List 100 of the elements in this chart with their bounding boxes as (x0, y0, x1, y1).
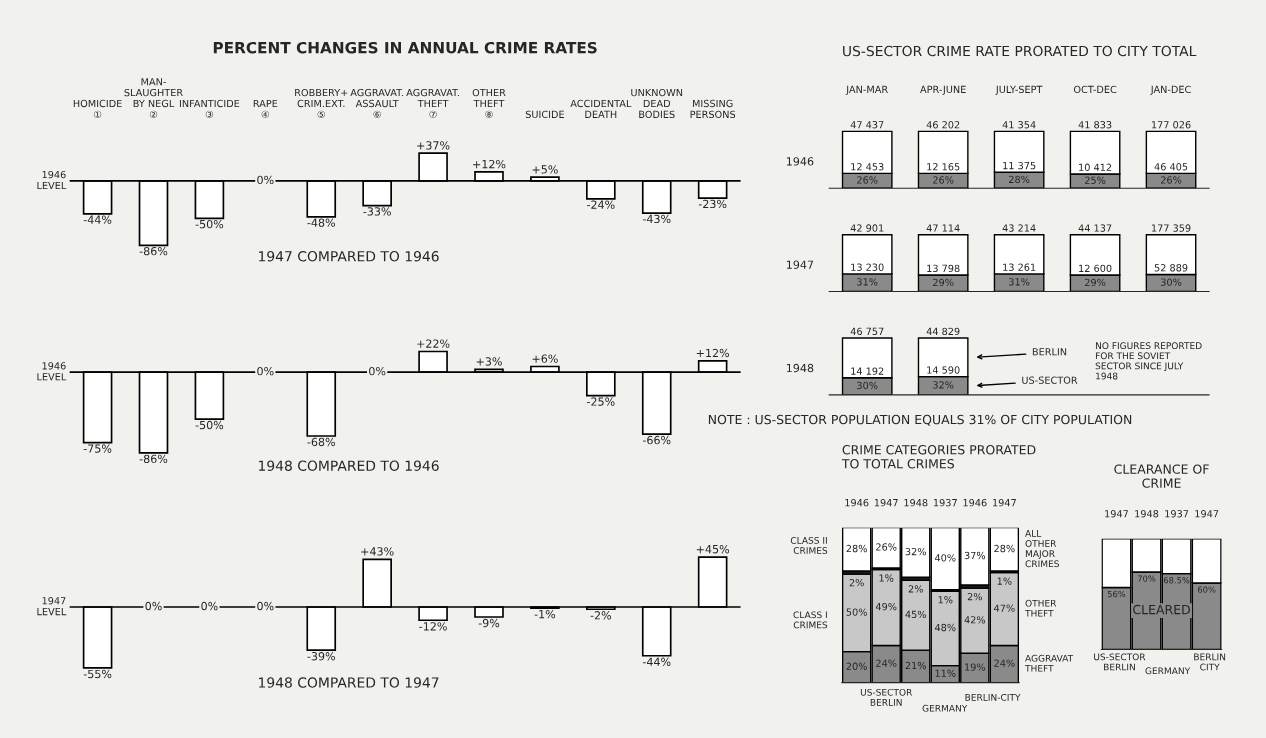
data-label: 25% (1085, 176, 1106, 184)
data-label: -86% (139, 454, 168, 464)
y-axis-title: 1947 LEVEL (37, 597, 67, 616)
x-tick-label: MISSING PERSONS (690, 99, 736, 119)
data-label: 60% (1197, 586, 1216, 593)
x-tick-label: JULY-SEPT (995, 85, 1043, 95)
text: CLASS I CRIMES (793, 611, 828, 629)
annotation: 44 137 (1078, 224, 1112, 232)
annotation: 44 829 (926, 327, 960, 336)
annotation: 42 901 (850, 224, 884, 232)
data-label: 32% (905, 547, 927, 556)
data-label: 40% (934, 554, 956, 562)
x-tick-label: 1947 (993, 498, 1016, 507)
legend-label: BERLIN (1032, 348, 1067, 356)
data-label: 26% (857, 176, 878, 184)
data-label: +45% (696, 544, 730, 554)
annotation: 177 026 (1152, 121, 1191, 129)
text: US-SECTOR BERLIN (1094, 653, 1146, 671)
data-label: -2% (590, 611, 612, 620)
annotation: 47 114 (926, 224, 960, 232)
series-label: CLEARED (1133, 604, 1190, 615)
data-label: 19% (965, 663, 986, 671)
annotation: 12 600 (1079, 264, 1112, 273)
data-label: 2% (908, 585, 923, 593)
data-label: 31% (1009, 278, 1030, 286)
data-label: -23% (698, 199, 727, 209)
data-label: 0% (369, 366, 386, 376)
data-label: 1% (879, 574, 894, 582)
data-label: 45% (905, 610, 927, 619)
y-axis-title: 1948 (786, 363, 814, 373)
legend-label: US-SECTOR (1022, 376, 1078, 384)
data-label: 2% (849, 578, 864, 587)
chart-title: US-SECTOR CRIME RATE PRORATED TO CITY TOTAL (843, 45, 1197, 57)
y-axis-title: 1946 LEVEL (37, 170, 67, 190)
data-label: 30% (1160, 278, 1182, 286)
x-tick-label: 1947 (874, 498, 898, 507)
data-label: -50% (195, 420, 224, 430)
data-label: -50% (195, 219, 224, 229)
data-label: +37% (417, 141, 450, 150)
data-label: -9% (478, 618, 500, 628)
data-label: 49% (875, 602, 897, 611)
series-label: OTHER THEFT (1025, 599, 1057, 617)
data-label: 20% (846, 662, 867, 670)
data-label: -66% (642, 435, 671, 445)
annotation: 14 590 (927, 366, 960, 374)
data-label: -44% (642, 657, 671, 666)
data-label: 0% (257, 601, 274, 611)
data-label: 47% (994, 604, 1015, 612)
data-label: -55% (83, 669, 112, 679)
data-label: +12% (696, 348, 730, 358)
x-tick-label: JAN-MAR (845, 85, 888, 95)
data-label: 0% (145, 601, 162, 611)
data-label: 30% (857, 381, 878, 390)
annotation: 41 833 (1078, 121, 1112, 129)
annotation: 46 202 (926, 121, 960, 129)
data-label: 29% (933, 278, 954, 287)
x-tick-label: AGGRAVAT. ASSAULT ⑥ (350, 88, 403, 118)
data-label: -12% (419, 622, 447, 631)
data-label: 21% (905, 661, 927, 670)
x-tick-label: 1948 (904, 498, 928, 507)
annotation: 41 354 (1002, 121, 1036, 129)
chart-title: PERCENT CHANGES IN ANNUAL CRIME RATES (213, 41, 597, 54)
x-tick-label: APR-JUNE (920, 85, 966, 95)
annotation: 13 261 (1003, 263, 1036, 271)
x-tick-label: SUICIDE (525, 110, 564, 119)
x-tick-label: UNKNOWN DEAD BODIES (631, 88, 683, 119)
text: NO FIGURES REPORTED FOR THE SOVIET SECTOR SINCE JULY 1948 (1095, 342, 1202, 380)
annotation: 10 412 (1079, 163, 1112, 171)
chart-title: CLEARANCE OF CRIME (1114, 464, 1209, 488)
data-label: -24% (587, 200, 615, 209)
data-label: 24% (876, 659, 897, 667)
data-label: 70% (1137, 575, 1156, 582)
series-label: AGGRAVAT THEFT (1025, 654, 1074, 672)
data-label: +22% (417, 339, 450, 348)
y-axis-title: 1946 (786, 157, 814, 166)
annotation: 52 889 (1154, 264, 1188, 272)
x-tick-label: 1946 (963, 498, 987, 507)
x-tick-label: 1947 (1105, 510, 1128, 518)
x-tick-label: ACCIDENTAL DEATH (570, 99, 632, 118)
data-label: -48% (307, 218, 335, 227)
annotation: 177 359 (1152, 224, 1191, 232)
data-label: 0% (201, 601, 218, 611)
data-label: -86% (139, 246, 168, 256)
data-label: 28% (994, 544, 1015, 553)
annotation: 12 165 (927, 163, 960, 171)
text: BERLIN CITY (1194, 653, 1226, 671)
data-label: 24% (994, 659, 1015, 667)
data-label: -33% (363, 207, 391, 216)
data-label: 28% (1009, 175, 1030, 184)
data-label: -44% (83, 215, 112, 224)
data-label: 29% (1085, 278, 1106, 287)
data-label: +5% (532, 165, 558, 174)
data-label: -43% (642, 214, 671, 224)
text: 1948 COMPARED TO 1947 (259, 677, 439, 688)
data-label: +43% (361, 547, 394, 556)
x-tick-label: OTHER THEFT ⑧ (472, 88, 506, 118)
x-tick-label: JAN-DEC (1150, 85, 1191, 95)
data-label: 1% (997, 577, 1012, 585)
data-label: 11% (935, 669, 956, 677)
annotation: NOTE : US-SECTOR POPULATION EQUALS 31% OF CITY POPULATION (708, 414, 1132, 426)
